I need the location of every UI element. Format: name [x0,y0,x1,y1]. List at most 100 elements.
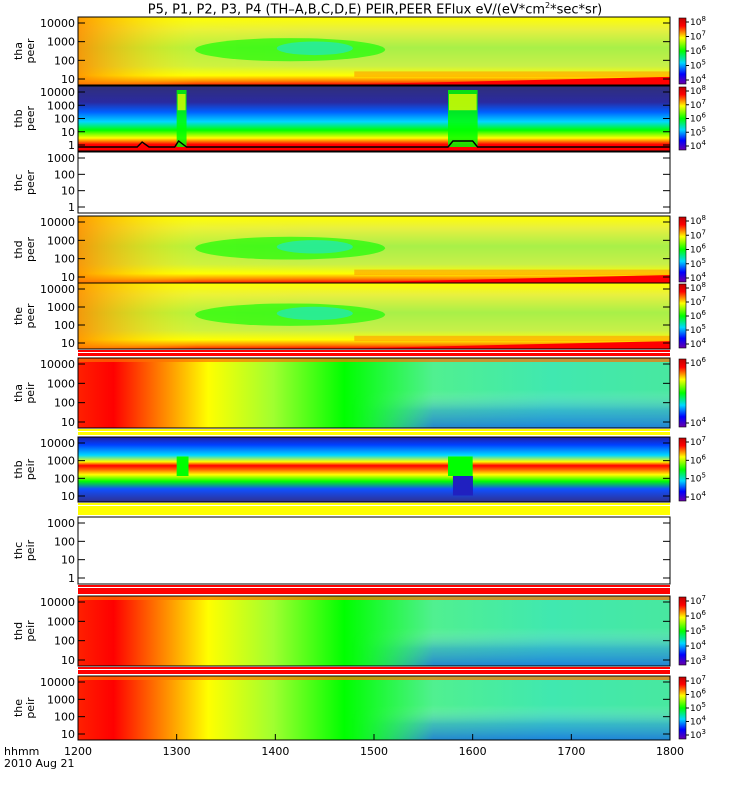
y-tick-label: 1000 [47,152,75,165]
y-axis-label: tha [12,384,25,402]
y-tick-label: 100 [54,535,75,548]
x-tick-label: 1800 [656,745,684,758]
y-axis-label: the [12,699,25,717]
separator-highlight [78,352,670,353]
x-tick-label: 1200 [64,745,92,758]
y-tick-label: 100 [54,397,75,410]
y-tick-label: 1 [68,201,75,214]
y-tick-label: 10000 [40,676,75,689]
colorbar: 107 106 105 104 [678,435,706,503]
y-tick-label: 1000 [47,36,75,49]
y-tick-label: 1000 [47,693,75,706]
colorbar-tick-label: 107 [690,435,706,448]
y-tick-label: 10 [61,73,75,86]
colorbar-tick-label: 104 [690,337,706,350]
colorbar-tick-label: 104 [690,73,706,86]
y-tick-label: 1000 [47,234,75,247]
x-tick-label: 1400 [261,745,289,758]
colorbar-tick-label: 105 [690,125,706,138]
colorbar-tick-label: 105 [690,624,706,637]
title-main: P5, P1, P2, P3, P4 (TH–A,B,C,D,E) PEIR,P… [147,2,546,18]
y-tick-label: 1000 [47,615,75,628]
colorbar: 106 104 [678,356,706,429]
title-tail: *sec*sr) [550,2,603,18]
colorbar-tick-label: 105 [690,472,706,485]
y-tick-label: 100 [54,54,75,67]
colorbar-tick-label: 107 [690,674,706,687]
y-axis-label: thc [12,542,25,559]
colorbar-tick-label: 106 [690,44,706,57]
panel-thb-peir: 10 100 1000 10000 thb peir 107 106 105 104 [12,435,706,503]
x-tick-label: 1500 [360,745,388,758]
panel-thc-peir: 1 10 100 1000 thc peir [12,516,671,585]
y-axis-label: peir [24,539,37,561]
chart-title: P5, P1, P2, P3, P4 (TH–A,B,C,D,E) PEIR,P… [0,1,750,17]
colorbar-tick-label: 103 [690,654,706,667]
panel-thc-peer: 1 10 100 1000 thc peer [12,151,671,214]
y-tick-label: 10 [61,490,75,503]
y-axis-label: thd [12,240,25,258]
colorbar-tick-label: 108 [690,84,706,97]
colorbar-tick-label: 106 [690,243,706,256]
colorbar-tick-label: 108 [690,15,706,28]
y-axis-label: thb [12,460,25,478]
colorbar-tick-label: 105 [690,701,706,714]
colorbar-tick-label: 105 [690,257,706,270]
colorbar-tick-label: 103 [690,728,706,741]
date-label: 2010 Aug 21 [4,757,74,770]
y-axis-label: thc [12,174,25,191]
y-tick-label: 10 [61,185,75,198]
y-tick-label: 1000 [47,455,75,468]
colorbar-tick-label: 107 [690,30,706,43]
panel-image [78,216,670,283]
y-tick-label: 100 [54,635,75,648]
y-tick-label: 10000 [40,596,75,609]
panel-separator [78,585,670,594]
colorbar-tick-label: 108 [690,281,706,294]
y-tick-label: 10000 [40,17,75,30]
panel-image [78,596,670,666]
y-tick-label: 10 [61,554,75,567]
colorbar-tick-label: 105 [690,59,706,72]
panel-image [78,283,670,349]
colorbar-tick-label: 108 [690,214,706,227]
panel-image [78,17,670,85]
y-axis-label: peer [24,38,37,64]
panel-image [78,676,670,740]
y-tick-label: 1000 [47,517,75,530]
y-axis-label: the [12,307,25,325]
colorbar-tick-label: 106 [690,112,706,125]
y-tick-label: 100 [54,711,75,724]
y-axis-label: peer [24,106,37,132]
x-tick-label: 1300 [163,745,191,758]
colorbar-tick-label: 106 [690,356,706,369]
y-tick-label: 1000 [47,99,75,112]
y-tick-label: 10000 [40,283,75,296]
panel-image [78,437,670,502]
y-tick-label: 100 [54,253,75,266]
y-tick-label: 10000 [40,86,75,99]
y-tick-label: 1 [68,572,75,585]
colorbar-tick-label: 105 [690,323,706,336]
separator-highlight [78,431,670,432]
colorbar-tick-label: 104 [690,416,706,429]
y-tick-label: 1 [68,139,75,152]
colorbar-tick-label: 107 [690,594,706,607]
panel-separator [78,667,670,674]
y-axis-label: tha [12,42,25,60]
y-tick-label: 1000 [47,301,75,314]
title-superscript: 2 [545,1,551,10]
y-tick-label: 10 [61,728,75,741]
colorbar-tick-label: 106 [690,309,706,322]
y-tick-label: 10000 [40,437,75,450]
y-axis-label: peir [24,697,37,719]
